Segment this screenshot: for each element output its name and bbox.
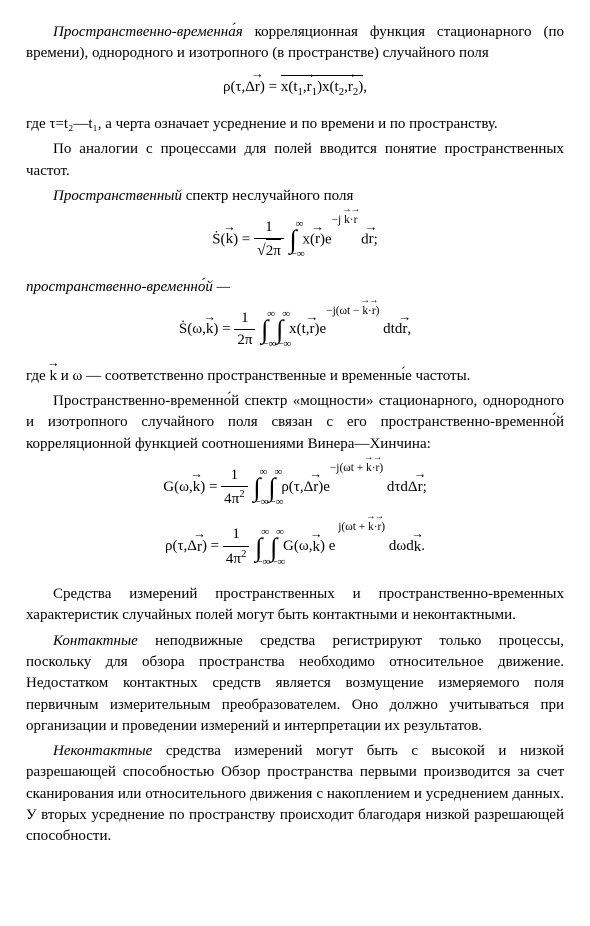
denominator: √2π <box>254 239 284 262</box>
int-lb: −∞ <box>291 247 305 263</box>
formula-spectrum-spatial: Ṡ(k) = 1√2π ∫−∞∞ x(r)e−j k·r dr; <box>26 217 564 263</box>
paragraph-intro: Пространственно-временна́я корреляционна… <box>26 22 564 65</box>
text: спектр неслучайного поля <box>186 188 354 204</box>
italic-term: Пространственно-временна́я <box>53 24 243 40</box>
numerator: 1 <box>254 217 284 239</box>
denominator: 2π <box>234 330 255 351</box>
paragraph-where-kw: где k и ω — соответственно пространствен… <box>26 366 564 387</box>
paragraph-noncontact: Неконтактные средства измерений могут бы… <box>26 741 564 847</box>
paragraph-wiener: Пространственно-временно́й спектр «мощно… <box>26 391 564 455</box>
formula-wiener-g: G(ω,k) = 14π2 ∫−∞∞ ∫−∞∞ ρ(τ,Δr)e−j(ωt + … <box>26 465 564 511</box>
paragraph-contact: Контактные неподвижные средства регистри… <box>26 631 564 737</box>
numerator: 1 <box>234 308 255 330</box>
formula-spectrum-spacetime: Ṡ(ω,k) = 12π ∫−∞∞ ∫−∞∞ x(t,r)e−j(ωt − k·… <box>26 308 564 352</box>
paragraph-st: пространственно-временно́й — <box>26 277 564 298</box>
italic-term-2: Пространственный <box>53 188 182 204</box>
formula-correlation: ρ(τ,Δr) = x(t1,r1)x(t2,r2), <box>26 75 564 100</box>
int-ub: ∞ <box>296 217 304 233</box>
formula-wiener-rho: ρ(τ,Δr) = 14π2 ∫−∞∞ ∫−∞∞ G(ω,k) e j(ωt +… <box>26 524 564 570</box>
italic-contact: Контактные <box>53 633 138 649</box>
paragraph-analogy: По аналогии с процессами для полей вводи… <box>26 139 564 182</box>
paragraph-spatial-spectrum: Пространственный спектр неслучайного пол… <box>26 186 564 207</box>
paragraph-tau: где τ=t₂—t₁, а черта означает усреднение… <box>26 114 564 135</box>
italic-term-3: пространственно-временно́й — <box>26 279 230 295</box>
italic-noncontact: Неконтактные <box>53 743 152 759</box>
paragraph-means: Средства измерений пространственных и пр… <box>26 584 564 627</box>
